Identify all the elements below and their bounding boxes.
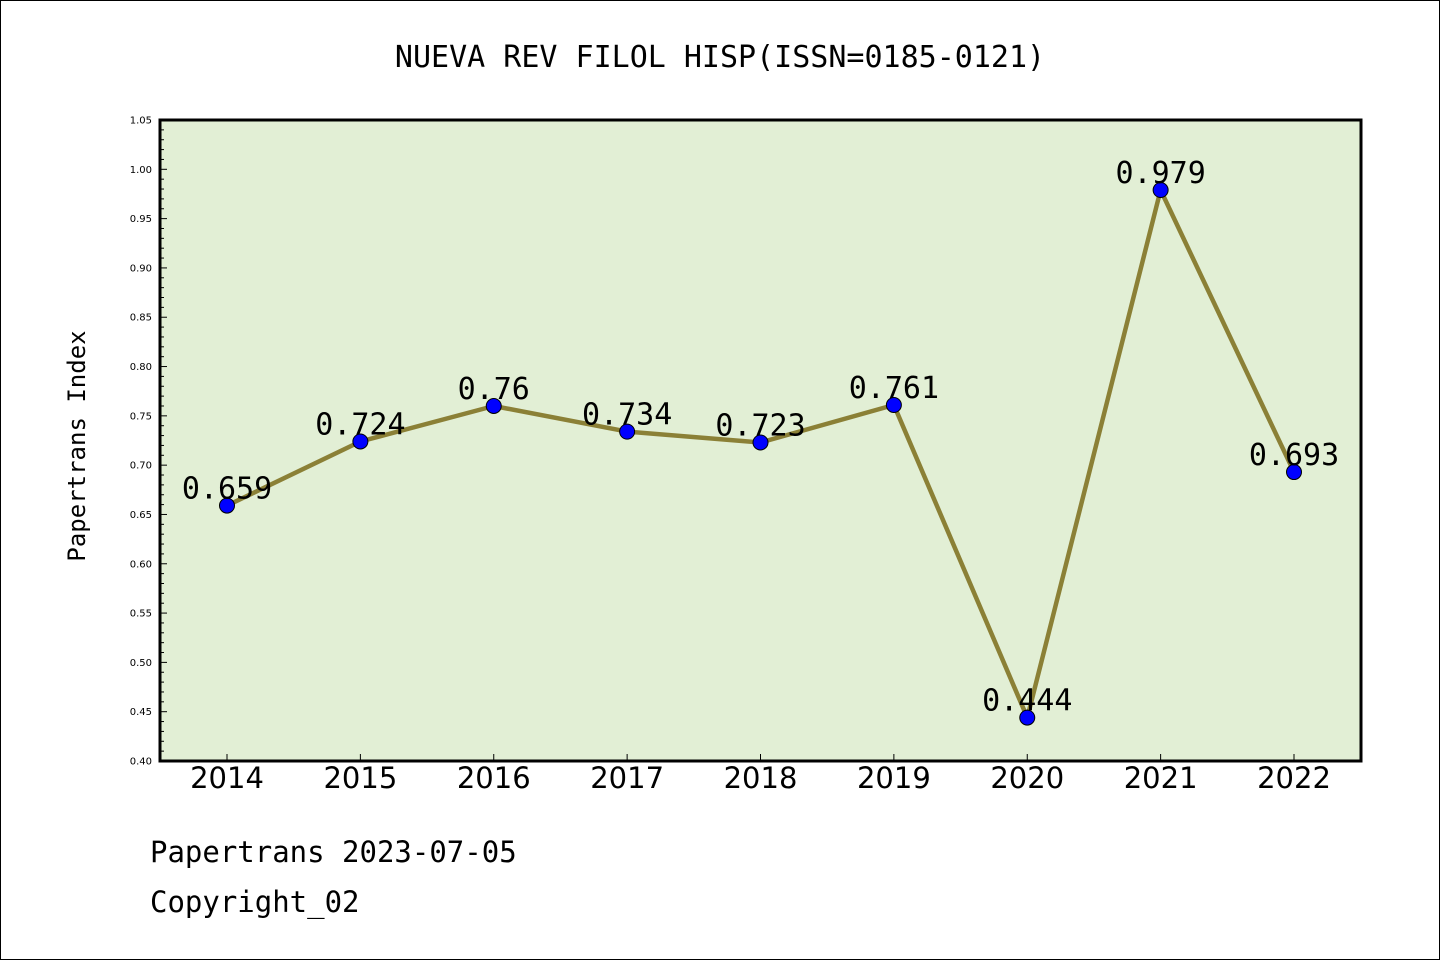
- data-point: [619, 423, 636, 440]
- x-tick-label: 2015: [323, 761, 397, 795]
- y-tick-label: 1.00: [130, 165, 152, 176]
- y-axis: 0.40 0.45 0.50 0.55 0.60 0.65 0.70 0.75 0.80 0.85…: [130, 116, 167, 768]
- footer-date: Papertrans 2023-07-05: [150, 835, 517, 869]
- footer-copyright: Copyright_02: [150, 885, 360, 919]
- x-tick-label: 2018: [724, 761, 798, 795]
- data-label: 0.724: [315, 407, 405, 442]
- y-tick-label: 0.45: [130, 707, 152, 718]
- data-point: [485, 397, 502, 414]
- data-point: [1286, 464, 1302, 481]
- y-tick-label: 0.65: [130, 510, 152, 521]
- data-point: [1152, 182, 1169, 199]
- data-point: [752, 434, 769, 451]
- data-label: 0.979: [1115, 156, 1205, 191]
- x-tick-label: 2019: [857, 761, 931, 795]
- plot-border: [158, 118, 1363, 763]
- y-tick-label: 0.50: [130, 658, 152, 669]
- x-tick-label: 2017: [590, 761, 664, 795]
- data-label: 0.444: [982, 684, 1072, 719]
- y-tick-label: 0.60: [130, 559, 152, 570]
- y-tick-label: 1.05: [130, 116, 152, 127]
- y-tick-label: 0.75: [130, 411, 152, 422]
- data-label: 0.734: [582, 398, 672, 433]
- x-tick-label: 2016: [457, 761, 531, 795]
- data-label: 0.693: [1249, 438, 1339, 473]
- series-layer: 0.659 0.724 0.76 0.734 0.723 0.761 0.444 0.979 0…: [182, 156, 1339, 726]
- y-axis-label: Papertrans Index: [63, 330, 91, 561]
- x-tick-label: 2014: [190, 761, 264, 795]
- y-tick-label: 0.70: [130, 461, 152, 472]
- y-tick-label: 0.80: [130, 362, 152, 373]
- data-point: [1019, 709, 1036, 726]
- y-tick-label: 0.95: [130, 214, 152, 225]
- x-axis: 2014 2015 2016 2017 2018 2019 2020 2021 2022: [190, 754, 1331, 795]
- y-tick-label: 0.40: [130, 757, 152, 768]
- chart-title: NUEVA REV FILOL HISP(ISSN=0185-0121): [395, 40, 1045, 75]
- data-label: 0.659: [182, 472, 272, 507]
- data-label: 0.761: [849, 371, 939, 406]
- data-label: 0.76: [458, 372, 530, 407]
- x-tick-label: 2020: [990, 761, 1064, 795]
- data-point: [885, 396, 902, 413]
- data-label: 0.723: [715, 408, 805, 443]
- data-point: [352, 433, 369, 450]
- x-tick-label: 2021: [1124, 761, 1198, 795]
- x-tick-label: 2022: [1257, 761, 1331, 795]
- y-tick-label: 0.85: [130, 313, 152, 324]
- y-tick-label: 0.90: [130, 263, 152, 274]
- y-tick-label: 0.55: [130, 609, 152, 620]
- data-point: [219, 497, 235, 514]
